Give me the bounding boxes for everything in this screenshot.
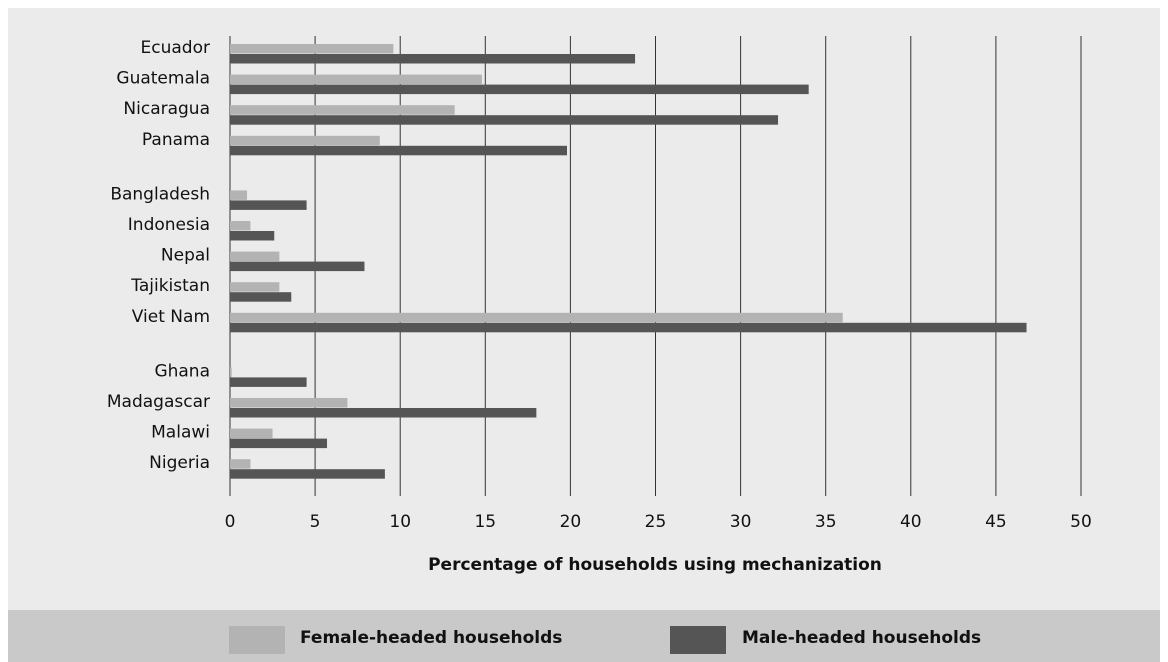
x-tick-label: 50 — [1070, 512, 1092, 532]
category-labels: Ecuador Guatemala Nicaragua Panama Banglades… — [107, 38, 210, 473]
bar-female-nicaragua — [230, 105, 455, 115]
legend-swatch-female — [229, 626, 285, 654]
bar-male-guatemala — [230, 84, 809, 95]
x-tick-label: 35 — [815, 512, 837, 532]
bar-female-tajikistan — [230, 282, 280, 292]
bar-male-bangladesh — [230, 200, 307, 210]
bar-female-ecuador — [230, 44, 394, 54]
bar-female-indonesia — [230, 221, 251, 231]
bar-male-ghana — [230, 377, 307, 387]
x-axis-ticks: 0 5 10 15 20 25 30 35 40 45 50 — [225, 512, 1092, 532]
category-label: Nepal — [161, 246, 210, 266]
bar-female-bangladesh — [230, 190, 248, 200]
x-tick-label: 5 — [310, 512, 321, 532]
category-label: Ghana — [154, 361, 210, 381]
bar-male-viet-nam — [230, 322, 1027, 333]
category-label: Nicaragua — [123, 99, 210, 119]
category-label: Bangladesh — [110, 184, 210, 204]
bar-male-nepal — [230, 261, 365, 272]
bar-male-madagascar — [230, 408, 537, 418]
category-label: Viet Nam — [132, 307, 210, 327]
bar-male-panama — [230, 145, 567, 156]
legend-label-male: Male-headed households — [742, 628, 982, 648]
bar-male-nigeria — [230, 469, 385, 479]
category-label: Indonesia — [128, 215, 210, 235]
bar-female-guatemala — [230, 74, 482, 85]
x-tick-label: 15 — [474, 512, 496, 532]
bar-female-ghana — [230, 367, 232, 377]
category-label: Panama — [142, 130, 210, 150]
bar-female-malawi — [230, 428, 273, 439]
category-label: Malawi — [151, 423, 210, 443]
bar-female-nigeria — [230, 459, 251, 469]
legend-label-female: Female-headed households — [300, 628, 563, 648]
bar-male-ecuador — [230, 54, 636, 64]
category-label: Guatemala — [116, 69, 210, 89]
x-tick-label: 25 — [645, 512, 667, 532]
bar-male-indonesia — [230, 231, 275, 241]
bars — [230, 44, 1027, 479]
bar-female-nepal — [230, 251, 280, 262]
x-tick-label: 0 — [225, 512, 236, 532]
x-tick-label: 30 — [730, 512, 752, 532]
bar-female-viet-nam — [230, 312, 843, 323]
x-tick-label: 40 — [900, 512, 922, 532]
bar-female-madagascar — [230, 398, 348, 408]
x-axis-title: Percentage of households using mechaniza… — [428, 555, 882, 575]
bar-male-nicaragua — [230, 115, 779, 125]
legend: Female-headed households Male-headed hou… — [8, 610, 1160, 662]
category-label: Madagascar — [107, 392, 210, 412]
category-label: Ecuador — [141, 38, 210, 58]
category-label: Nigeria — [149, 453, 210, 473]
category-label: Tajikistan — [130, 276, 210, 296]
bar-male-malawi — [230, 438, 328, 449]
x-tick-label: 10 — [389, 512, 411, 532]
x-tick-label: 20 — [560, 512, 582, 532]
legend-swatch-male — [670, 626, 726, 654]
x-tick-label: 45 — [985, 512, 1007, 532]
bar-male-tajikistan — [230, 292, 292, 302]
bar-female-panama — [230, 135, 380, 146]
